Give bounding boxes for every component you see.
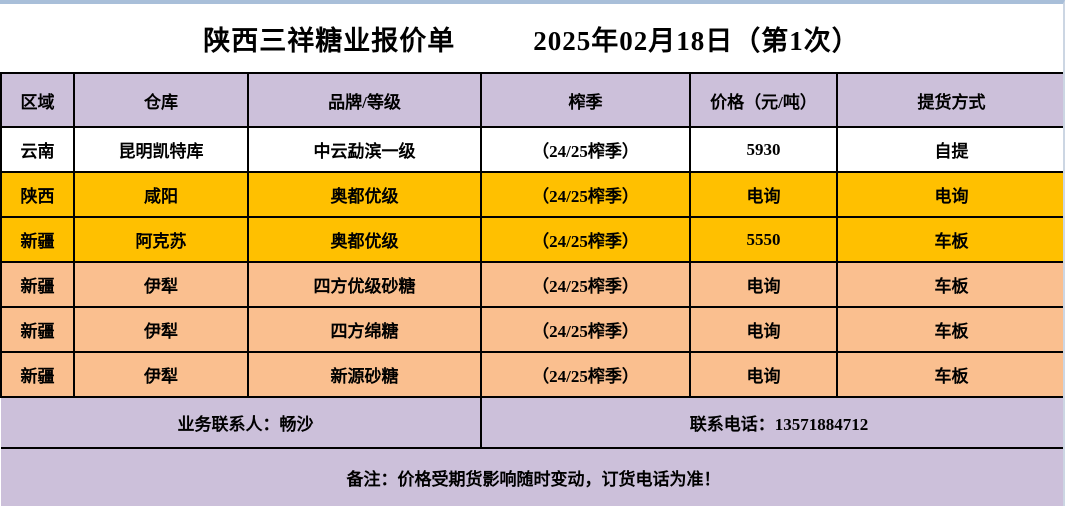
cell-warehouse: 咸阳 — [73, 171, 249, 218]
column-header-brand-grade: 品牌/等级 — [247, 72, 482, 128]
cell-region: 云南 — [0, 126, 75, 173]
title-bar: 陕西三祥糖业报价单 2025年02月18日（第1次） — [0, 4, 1063, 72]
cell-pickup: 车板 — [836, 351, 1063, 398]
cell-region: 陕西 — [0, 171, 75, 218]
column-header-price: 价格（元/吨） — [689, 72, 838, 128]
quote-date: 2025年02月18日（第1次） — [533, 25, 860, 56]
cell-warehouse: 伊犁 — [73, 306, 249, 353]
column-header-region: 区域 — [0, 72, 75, 128]
table-row: 新疆 阿克苏 奥都优级 （24/25榨季） 5550 车板 — [0, 216, 1063, 263]
cell-brand-grade: 奥都优级 — [247, 171, 482, 218]
cell-brand-grade: 四方绵糖 — [247, 306, 482, 353]
cell-region: 新疆 — [0, 216, 75, 263]
column-header-warehouse: 仓库 — [73, 72, 249, 128]
cell-pickup: 车板 — [836, 261, 1063, 308]
contact-person: 业务联系人：畅沙 — [1, 396, 482, 448]
cell-season: （24/25榨季） — [480, 351, 691, 398]
cell-region: 新疆 — [0, 306, 75, 353]
note-row: 备注：价格受期货影响随时变动，订货电话为准！ — [1, 447, 1063, 506]
cell-price: 5930 — [689, 126, 838, 173]
cell-pickup: 电询 — [836, 171, 1063, 218]
table-row: 新疆 伊犁 四方绵糖 （24/25榨季） 电询 车板 — [0, 306, 1063, 353]
column-header-season: 榨季 — [480, 72, 691, 128]
cell-pickup: 车板 — [836, 216, 1063, 263]
cell-pickup: 自提 — [836, 126, 1063, 173]
column-header-pickup: 提货方式 — [836, 72, 1063, 128]
cell-season: （24/25榨季） — [480, 216, 691, 263]
table-row: 新疆 伊犁 新源砂糖 （24/25榨季） 电询 车板 — [0, 351, 1063, 398]
cell-price: 电询 — [689, 171, 838, 218]
cell-season: （24/25榨季） — [480, 171, 691, 218]
table-row: 云南 昆明凯特库 中云勐滨一级 （24/25榨季） 5930 自提 — [0, 126, 1063, 173]
cell-brand-grade: 中云勐滨一级 — [247, 126, 482, 173]
page-title: 陕西三祥糖业报价单 — [203, 25, 456, 56]
cell-warehouse: 伊犁 — [73, 351, 249, 398]
cell-region: 新疆 — [0, 261, 75, 308]
cell-price: 电询 — [689, 261, 838, 308]
contact-phone: 联系电话：13571884712 — [481, 396, 1063, 448]
cell-brand-grade: 奥都优级 — [247, 216, 482, 263]
cell-season: （24/25榨季） — [480, 306, 691, 353]
table-row: 新疆 伊犁 四方优级砂糖 （24/25榨季） 电询 车板 — [0, 261, 1063, 308]
cell-season: （24/25榨季） — [480, 261, 691, 308]
cell-price: 电询 — [689, 306, 838, 353]
cell-warehouse: 伊犁 — [73, 261, 249, 308]
quote-table: 区域 仓库 品牌/等级 榨季 价格（元/吨） 提货方式 云南 昆明凯特库 中云勐… — [0, 72, 1063, 506]
cell-brand-grade: 四方优级砂糖 — [247, 261, 482, 308]
cell-region: 新疆 — [0, 351, 75, 398]
cell-season: （24/25榨季） — [480, 126, 691, 173]
cell-warehouse: 阿克苏 — [73, 216, 249, 263]
remark-text: 备注：价格受期货影响随时变动，订货电话为准！ — [1, 447, 1063, 506]
cell-pickup: 车板 — [836, 306, 1063, 353]
cell-warehouse: 昆明凯特库 — [73, 126, 249, 173]
cell-brand-grade: 新源砂糖 — [247, 351, 482, 398]
table-row: 陕西 咸阳 奥都优级 （24/25榨季） 电询 电询 — [0, 171, 1063, 218]
header-row: 区域 仓库 品牌/等级 榨季 价格（元/吨） 提货方式 — [0, 72, 1063, 128]
footer-row: 业务联系人：畅沙 联系电话：13571884712 — [1, 396, 1063, 448]
cell-price: 电询 — [689, 351, 838, 398]
cell-price: 5550 — [689, 216, 838, 263]
